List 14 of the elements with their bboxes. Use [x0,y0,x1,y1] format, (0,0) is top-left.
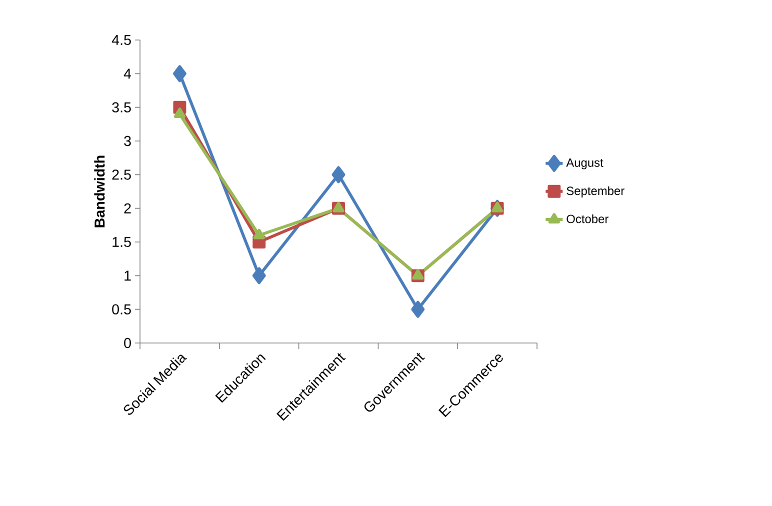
legend-label: September [566,186,624,198]
y-tick-label: 3.5 [112,102,131,112]
y-tick-label: 1.5 [112,236,131,248]
y-tick-label: 0.5 [112,304,131,314]
y-tick-label: 4 [124,68,132,79]
y-tick-label: 0 [124,338,131,348]
y-axis-title: Bandwidth [94,156,105,228]
legend-label: August [566,158,604,170]
y-tick-label: 4.5 [112,34,131,45]
y-tick-label: 2 [124,203,131,214]
y-tick-label: 1 [124,270,131,281]
y-tick-label: 2.5 [112,170,131,180]
legend-label: October [566,214,608,224]
y-tick-label: 3 [124,136,131,146]
